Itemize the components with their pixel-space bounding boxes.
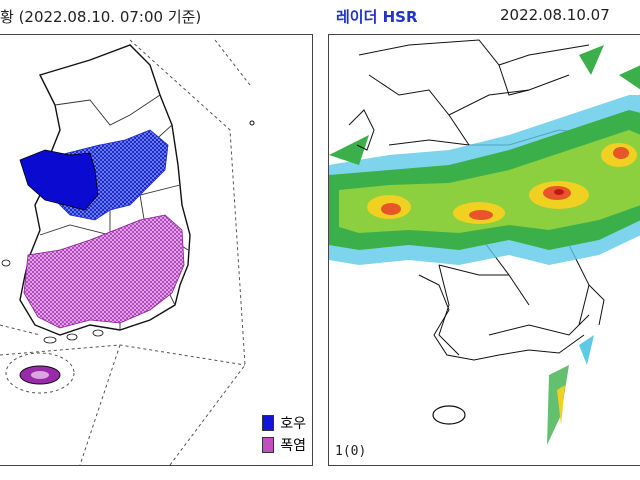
sea-zone-boundaries: [0, 39, 251, 465]
legend-heatwave: 폭염: [262, 435, 306, 455]
radar-map-panel: 1(0): [328, 34, 640, 466]
radar-timestamp: 2022.08.10.07: [500, 6, 610, 24]
legend-heavy-rain-label: 호우: [280, 416, 306, 432]
radar-title: 레이더 HSR: [336, 8, 418, 26]
ulleung-island: [249, 120, 255, 126]
south-islands: [1, 259, 104, 344]
warning-map-panel: 호우 폭염: [0, 34, 313, 466]
heavy-rain-warning-area: [19, 149, 99, 211]
legend-heavy-rain: 호우: [262, 413, 306, 433]
radar-map: [329, 39, 640, 445]
warning-map: [0, 39, 255, 465]
left-map-title: 황 (2022.08.10. 07:00 기준): [0, 8, 202, 26]
heatwave-area: [23, 214, 185, 329]
legend-heatwave-swatch: [262, 437, 275, 453]
radar-echo-band: [329, 45, 640, 445]
map-legend: 호우 폭염: [262, 411, 306, 457]
radar-frame-label: 1(0): [335, 444, 367, 459]
radar-coastline: [348, 109, 605, 361]
legend-heavy-rain-swatch: [262, 415, 275, 431]
radar-jeju-island: [432, 405, 466, 425]
legend-heatwave-label: 폭염: [280, 438, 306, 454]
